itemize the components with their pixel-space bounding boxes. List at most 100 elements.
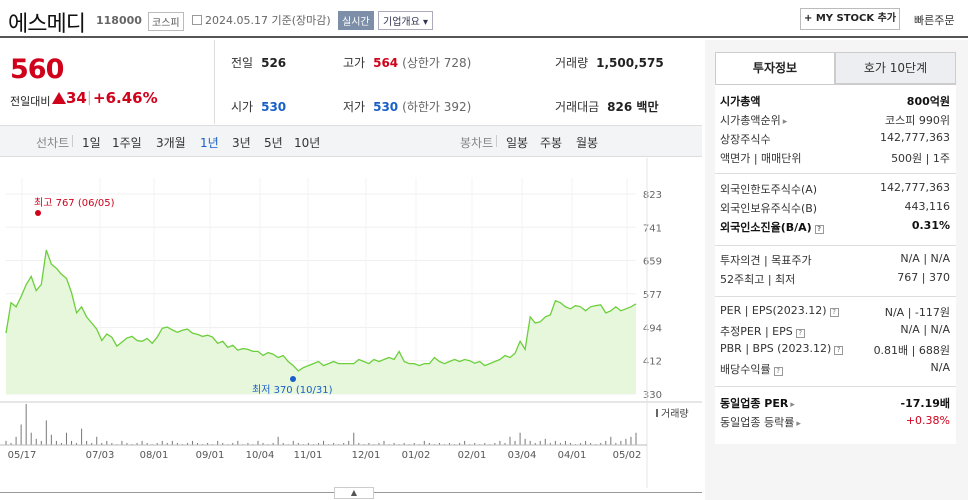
tab-daily[interactable]: 일봉 bbox=[506, 136, 529, 150]
info-label[interactable]: 배당수익률? bbox=[720, 361, 783, 377]
info-label[interactable]: 동일업종 등락률 ▸ bbox=[720, 416, 801, 429]
arrow-right-icon[interactable]: ▸ bbox=[782, 117, 788, 127]
help-icon[interactable]: ? bbox=[829, 308, 839, 317]
info-value: 443,116 bbox=[904, 200, 951, 213]
y-tick-label: 577 bbox=[643, 290, 662, 301]
tab-3y[interactable]: 3년 bbox=[232, 136, 251, 150]
info-row: 투자의견 | 목표주가 N/A | N/A bbox=[720, 252, 950, 269]
market-badge: 코스피 bbox=[148, 12, 184, 31]
stock-header: 에스메디 118000 코스피 2024.05.17 기준(장마감) 실시간 기… bbox=[0, 0, 968, 38]
y-tick-label: 412 bbox=[643, 357, 662, 368]
info-label[interactable]: 추정PER | EPS? bbox=[720, 323, 805, 339]
low-marker bbox=[290, 376, 296, 382]
help-icon[interactable]: ? bbox=[795, 329, 805, 338]
tab-1w[interactable]: 1주일 bbox=[112, 136, 142, 150]
info-row: 배당수익률? N/A bbox=[720, 361, 950, 378]
info-label[interactable]: 시가총액순위 ▸ bbox=[720, 114, 788, 127]
tab-5y[interactable]: 5년 bbox=[264, 136, 283, 150]
stat-value: 530 bbox=[373, 100, 399, 114]
info-value: -17.19배 bbox=[900, 397, 950, 410]
collapse-chart-button[interactable]: ▲ bbox=[334, 487, 374, 499]
tab-10y[interactable]: 10년 bbox=[294, 136, 321, 150]
compare-label: 전일대비 bbox=[10, 95, 51, 108]
info-label[interactable]: 외국인소진율(B/A)? bbox=[720, 219, 824, 235]
tab-1y[interactable]: 1년 bbox=[200, 136, 219, 150]
info-label[interactable]: PBR | BPS (2023.12)? bbox=[720, 342, 844, 355]
quick-order-link[interactable]: 빠른주문 bbox=[914, 14, 955, 27]
info-row: 시가총액순위 ▸ 코스피 990위 bbox=[720, 112, 950, 129]
info-value: 500원 | 1주 bbox=[891, 152, 950, 165]
info-label: 52주최고 | 최저 bbox=[720, 273, 796, 286]
arrow-right-icon[interactable]: ▸ bbox=[790, 400, 795, 410]
price-chart-svg: 823 741 659 577 494 412 330 최고 767 (06/05) 최저 37… bbox=[0, 158, 702, 488]
arrow-right-icon[interactable]: ▸ bbox=[796, 419, 801, 429]
stat-label: 시가 bbox=[231, 100, 254, 114]
x-tick-label: 01/02 bbox=[402, 450, 431, 461]
high-marker bbox=[35, 210, 41, 216]
help-icon[interactable]: ? bbox=[834, 346, 844, 355]
info-value: 0.31% bbox=[911, 219, 950, 232]
realtime-button[interactable]: 실시간 bbox=[338, 11, 374, 30]
stat-prev: 전일 526 bbox=[231, 54, 286, 71]
x-tick-label: 02/01 bbox=[458, 450, 487, 461]
help-icon[interactable]: ? bbox=[773, 367, 783, 376]
x-tick-label: 07/03 bbox=[86, 450, 115, 461]
corp-info-button[interactable]: 기업개요 ▾ bbox=[378, 11, 433, 30]
info-label: 투자의견 | 목표주가 bbox=[720, 254, 812, 267]
stat-open: 시가 530 bbox=[231, 98, 286, 115]
info-label: 시가총액 bbox=[720, 95, 761, 108]
help-icon[interactable]: ? bbox=[814, 225, 824, 234]
current-price: 560 bbox=[10, 54, 64, 85]
date-text: 2024.05.17 기준(장마감) bbox=[205, 14, 331, 27]
y-tick-label: 659 bbox=[643, 257, 662, 268]
info-label: 외국인보유주식수(B) bbox=[720, 202, 818, 215]
info-label: 액면가 | 매매단위 bbox=[720, 152, 802, 165]
info-row: 동일업종 PER ▸ -17.19배 bbox=[720, 395, 950, 412]
x-tick-label: 05/17 bbox=[8, 450, 37, 461]
tab-investment-info[interactable]: 투자정보 bbox=[715, 52, 835, 84]
info-label[interactable]: 동일업종 PER ▸ bbox=[720, 397, 795, 410]
x-tick-label: 12/01 bbox=[352, 450, 381, 461]
info-value: 767 | 370 bbox=[897, 271, 950, 284]
info-value: N/A | N/A bbox=[900, 252, 950, 265]
info-row: 추정PER | EPS? N/A | N/A bbox=[720, 323, 950, 340]
info-row: 상장주식수 142,777,363 bbox=[720, 131, 950, 148]
info-row: 52주최고 | 최저 767 | 370 bbox=[720, 271, 950, 288]
x-tick-label: 11/01 bbox=[294, 450, 323, 461]
info-row: PBR | BPS (2023.12)? 0.81배 | 688원 bbox=[720, 342, 950, 359]
x-tick-label: 08/01 bbox=[140, 450, 169, 461]
x-tick-label: 09/01 bbox=[196, 450, 225, 461]
tab-3m[interactable]: 3개월 bbox=[156, 136, 186, 150]
info-row: 시가총액 800억원 bbox=[720, 93, 950, 110]
info-value: 코스피 990위 bbox=[885, 114, 950, 127]
candle-chart-label: 봉차트 bbox=[460, 136, 494, 150]
price-stats: 전일 526 고가 564 (상한가 728) 거래량 1,500,575 시가 530 … bbox=[214, 40, 702, 124]
info-row: 외국인보유주식수(B) 443,116 bbox=[720, 200, 950, 217]
tab-orderbook[interactable]: 호가 10단계 bbox=[835, 52, 956, 84]
stat-sub: (상한가 728) bbox=[402, 56, 472, 70]
stat-value: 530 bbox=[261, 100, 287, 114]
info-label: 외국인한도주식수(A) bbox=[720, 183, 818, 196]
price-line bbox=[5, 249, 637, 372]
tab-monthly[interactable]: 월봉 bbox=[576, 136, 599, 150]
info-value: 142,777,363 bbox=[880, 131, 950, 144]
x-tick-label: 05/02 bbox=[613, 450, 642, 461]
add-mystock-button[interactable]: + MY STOCK 추가 bbox=[800, 8, 900, 30]
x-tick-label: 10/04 bbox=[246, 450, 275, 461]
info-value: 800억원 bbox=[906, 95, 950, 108]
change-separator: | bbox=[87, 90, 92, 106]
tab-1d[interactable]: 1일 bbox=[82, 136, 101, 150]
info-label[interactable]: PER | EPS(2023.12)? bbox=[720, 304, 839, 317]
info-value: N/A | -117원 bbox=[884, 306, 950, 319]
info-label: 상장주식수 bbox=[720, 133, 771, 146]
stat-value: 526 bbox=[261, 56, 287, 70]
info-value: N/A bbox=[930, 361, 950, 374]
info-value: +0.38% bbox=[905, 414, 950, 427]
stat-sub: (하한가 392) bbox=[402, 100, 472, 114]
price-change: 34 bbox=[66, 89, 87, 107]
volume-legend-mark bbox=[656, 409, 658, 417]
x-tick-label: 04/01 bbox=[558, 450, 587, 461]
tab-weekly[interactable]: 주봉 bbox=[540, 136, 563, 150]
